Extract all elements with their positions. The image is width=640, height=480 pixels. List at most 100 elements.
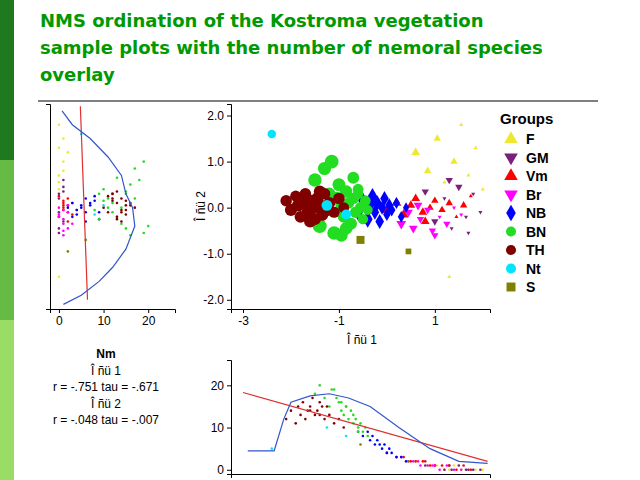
point: [116, 176, 119, 179]
point: [434, 464, 437, 467]
legend-label: F: [526, 131, 535, 147]
series-s: [357, 236, 412, 254]
point: [318, 384, 321, 387]
point: [467, 468, 470, 471]
point: [345, 405, 348, 408]
point: [474, 145, 478, 148]
series-nb: [353, 188, 409, 229]
point: [80, 206, 83, 209]
point: [299, 414, 302, 417]
point: [67, 197, 70, 200]
legend-label: TH: [526, 242, 545, 258]
tick: -1: [334, 309, 345, 328]
legend-symbol: [507, 283, 516, 292]
point: [325, 155, 339, 169]
tick: 1.0: [207, 155, 231, 169]
point: [400, 456, 403, 459]
point: [62, 186, 65, 189]
point: [285, 418, 288, 421]
title: sample plots with the number of nemoral …: [40, 37, 543, 58]
point: [359, 422, 362, 425]
point: [58, 195, 61, 198]
tick-label: -1.0: [203, 247, 224, 261]
tick-mark: [227, 470, 231, 471]
tick-mark: [148, 309, 149, 313]
point: [326, 426, 329, 429]
point: [459, 122, 463, 125]
point: [75, 209, 78, 212]
point: [111, 197, 114, 200]
point: [98, 218, 101, 221]
legend-label: BN: [526, 224, 546, 240]
series-gm: [422, 178, 483, 235]
decor-bar: [0, 160, 14, 320]
fit-line: [62, 111, 135, 304]
point: [98, 211, 101, 214]
tick-label: 10: [211, 421, 225, 435]
point: [434, 464, 437, 467]
point: [58, 197, 61, 200]
tick: 0: [217, 463, 231, 477]
tick: 10: [211, 421, 231, 435]
y-axis: 0 10 20: [211, 361, 232, 478]
point: [67, 206, 70, 209]
point: [464, 216, 468, 219]
tick-label: 0.0: [207, 201, 224, 215]
point: [474, 468, 477, 471]
point: [443, 468, 446, 471]
point: [321, 405, 324, 408]
point: [67, 151, 70, 154]
legend-title: Groups: [500, 110, 553, 127]
point: [58, 275, 61, 278]
tick: 20: [211, 379, 231, 393]
point: [71, 222, 74, 225]
x-axis: 01020: [51, 309, 176, 328]
point: [314, 414, 317, 417]
point: [116, 218, 119, 221]
point: [390, 452, 393, 455]
point: [62, 190, 65, 193]
point: [455, 185, 462, 191]
title: NMS ordination of the Kostroma vegetatio…: [40, 10, 484, 31]
point: [62, 209, 65, 212]
point: [71, 216, 74, 219]
point: [125, 227, 128, 230]
point: [67, 250, 70, 253]
point: [422, 189, 429, 195]
point: [466, 173, 470, 176]
point: [134, 197, 137, 200]
point: [120, 222, 123, 225]
point: [67, 227, 70, 230]
point: [426, 464, 429, 467]
annotation: r = -.048 tau = -.007: [53, 413, 159, 427]
point: [80, 204, 83, 207]
point: [340, 409, 343, 412]
point: [386, 452, 389, 455]
decor-bar: [0, 0, 14, 160]
point: [330, 388, 333, 391]
point: [333, 422, 336, 425]
plot-area: [243, 384, 488, 471]
tick-mark: [104, 309, 105, 313]
point: [58, 216, 61, 219]
point: [333, 388, 336, 391]
legend-label: Br: [526, 187, 542, 203]
point: [363, 205, 373, 215]
point: [323, 418, 326, 421]
title: overlay: [40, 64, 115, 85]
point: [481, 187, 485, 190]
point: [62, 234, 65, 237]
point: [116, 216, 119, 219]
tick-label: 2.0: [207, 109, 224, 123]
point: [358, 214, 368, 224]
point: [323, 397, 326, 400]
point: [120, 209, 123, 212]
point: [58, 216, 61, 219]
point: [134, 206, 137, 209]
point: [441, 464, 444, 467]
point: [376, 439, 379, 442]
point: [93, 209, 96, 212]
point: [407, 460, 410, 463]
point: [453, 464, 456, 467]
point: [465, 468, 468, 471]
